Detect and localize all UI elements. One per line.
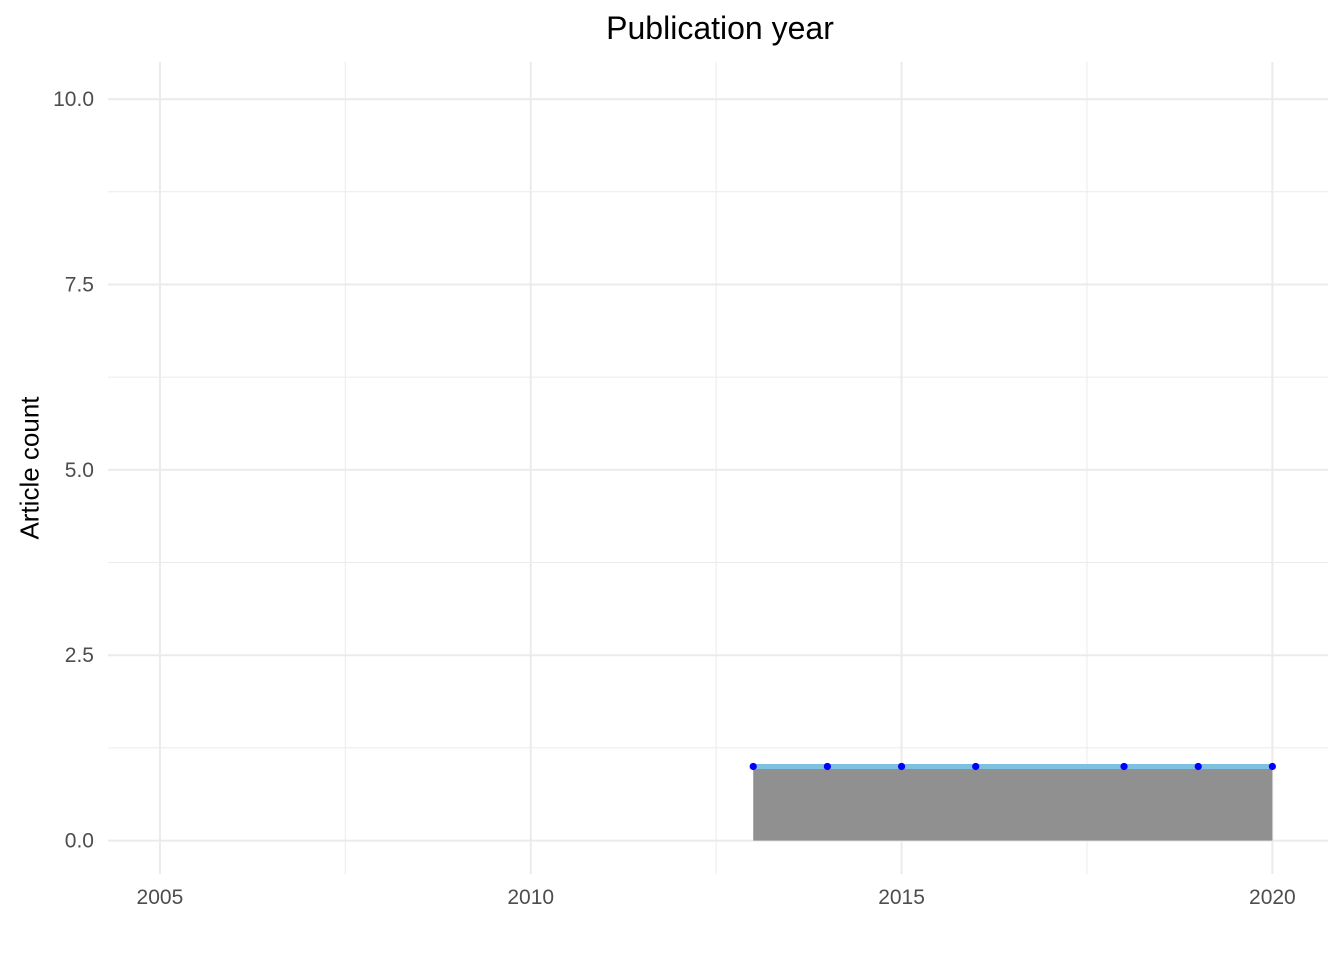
y-tick-label: 5.0 (65, 459, 94, 482)
y-tick-label: 10.0 (53, 88, 94, 111)
data-point (823, 762, 831, 771)
data-point (749, 762, 757, 771)
data-point (1194, 762, 1202, 771)
data-point (972, 762, 980, 771)
area-fill (753, 766, 1273, 841)
y-tick-label: 7.5 (65, 273, 94, 296)
y-tick-label: 0.0 (65, 830, 94, 853)
data-point (1268, 762, 1276, 771)
y-tick-label: 2.5 (65, 644, 94, 667)
data-point (897, 762, 906, 771)
x-tick-label: 2005 (137, 886, 184, 909)
x-tick-label: 2020 (1249, 886, 1296, 909)
chart-title: Publication year (606, 10, 834, 46)
x-tick-label: 2010 (507, 886, 554, 909)
data-point (1120, 762, 1128, 771)
x-tick-label: 2015 (878, 886, 925, 909)
